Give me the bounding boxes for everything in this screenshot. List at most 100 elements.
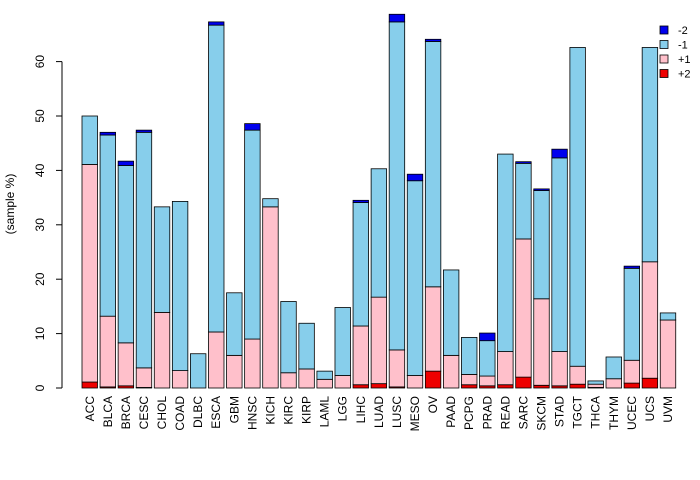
bar-lihc-minus2 [352,199,369,203]
x-tick-label: ESCA [209,396,223,429]
bar-sarc-minus2 [515,161,532,164]
bar-stack-pcpg [461,337,478,389]
bar-lihc-plus1 [352,325,369,386]
bar-brca-minus2 [117,160,135,166]
bar-pcpg-minus1 [461,337,478,375]
bar-chol-plus1 [153,311,171,389]
bar-prad-minus2 [479,332,496,342]
legend-label: -2 [678,25,688,37]
x-tick-label: UVM [661,396,675,423]
bar-paad-plus1 [442,354,460,389]
bar-luad-plus2 [370,383,388,389]
x-tick-label: LAML [318,396,332,428]
bar-meso-plus1 [406,375,424,389]
bar-thca-minus1 [587,380,604,385]
bar-uvm-plus1 [659,319,677,389]
bar-acc-plus1 [81,164,98,383]
bar-ucec-plus2 [623,382,640,389]
x-tick-label: BRCA [119,396,133,429]
bar-coad-plus1 [171,370,189,389]
bar-stack-lgg [334,307,351,389]
legend-label: +2 [678,69,691,81]
bar-prad-plus1 [479,375,496,387]
x-tick-label: STAD [553,396,567,427]
bar-kirp-plus1 [298,368,315,389]
bar-brca-minus1 [117,165,135,344]
x-tick-label: THCA [589,396,603,429]
bar-chol-minus1 [153,206,171,313]
bar-dlbc-minus1 [190,353,207,389]
bar-stack-sarc [515,161,532,389]
x-tick-label: BLCA [101,396,115,427]
bar-lgg-minus1 [334,307,351,376]
bar-stack-lusc [388,13,406,389]
bar-kich-minus1 [262,198,279,208]
bar-ucec-minus2 [623,265,640,269]
bar-luad-plus1 [370,296,388,385]
bar-hnsc-minus1 [244,129,261,340]
bar-stad-minus1 [551,157,568,352]
x-tick-label: SKCM [535,396,549,431]
bar-stad-minus2 [551,148,568,159]
bar-meso-minus2 [406,173,424,182]
x-tick-label: MESO [408,396,422,431]
bar-stack-kirp [298,322,315,389]
legend-swatch [659,40,669,49]
bar-stack-stad [551,148,568,389]
bar-ucs-minus1 [641,47,659,263]
bar-ov-minus2 [424,38,442,42]
bar-skcm-plus2 [533,384,550,389]
x-tick-label: CHOL [155,396,169,430]
x-tick-label: OV [426,396,440,413]
bar-kirc-minus1 [280,301,297,374]
bar-acc-minus1 [81,115,98,165]
x-tick-label: SARC [516,396,530,430]
x-tick-label: LUSC [390,396,404,428]
bar-stack-uvm [659,312,677,389]
legend-swatch [659,25,669,35]
legend: -2 -1 +1 +2 [659,25,691,81]
bar-stad-plus1 [551,351,568,387]
bar-tgct-minus1 [569,47,586,367]
bar-stack-read [497,153,514,389]
bar-prad-minus1 [479,340,496,377]
bar-thym-plus1 [605,378,622,389]
bar-stack-esca [208,21,225,389]
bar-read-minus1 [497,153,514,352]
bar-blca-minus1 [99,134,116,317]
bar-stack-chol [153,206,171,389]
bar-stack-luad [370,168,388,389]
x-tick-label: PAAD [444,396,458,428]
x-tick-label: COAD [173,396,187,431]
bar-brca-plus1 [117,342,135,387]
bar-ov-plus1 [424,286,442,372]
bar-blca-minus2 [99,131,116,136]
x-tick-label: LIHC [354,396,368,424]
x-tick-label: HNSC [245,396,259,430]
x-tick-label: KIRP [300,396,314,424]
bar-stack-blca [99,131,116,389]
bar-read-plus1 [497,351,514,386]
bar-stack-kirc [280,301,297,389]
x-tick-label: GBM [227,396,241,423]
bar-tgct-plus1 [569,365,586,385]
bar-stack-skcm [533,188,550,389]
bar-ucs-plus2 [641,377,659,389]
bar-kirc-plus1 [280,372,297,389]
legend-label: -1 [678,40,688,52]
bar-stack-thca [587,380,604,389]
x-tick-label: THYM [607,396,621,430]
bar-meso-minus1 [406,180,424,376]
bar-kirp-minus1 [298,322,315,370]
bar-sarc-plus2 [515,376,532,389]
bar-stack-kich [262,198,279,389]
bar-ov-minus1 [424,41,442,288]
bar-stack-paad [442,269,460,389]
bar-kich-plus1 [262,206,279,389]
bar-stack-ucs [641,47,659,389]
bar-sarc-minus1 [515,162,532,240]
bar-hnsc-plus1 [244,338,261,389]
x-tick-label: UCS [643,396,657,421]
bar-blca-plus1 [99,315,116,388]
